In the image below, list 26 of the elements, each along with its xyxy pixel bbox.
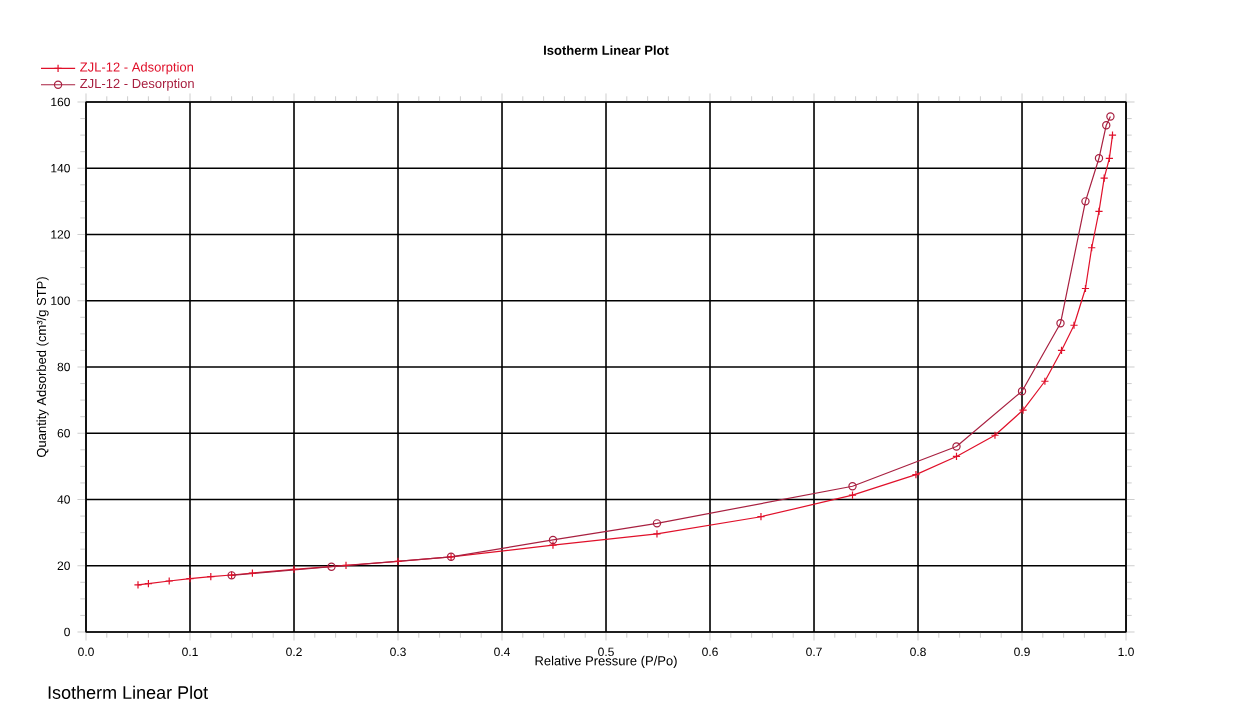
point — [548, 535, 558, 545]
point — [652, 529, 662, 539]
point — [1094, 207, 1104, 216]
point — [393, 557, 403, 566]
point — [1094, 154, 1104, 163]
point — [952, 442, 961, 451]
point — [165, 576, 174, 586]
point — [990, 431, 1000, 440]
point — [1040, 377, 1050, 386]
point — [327, 562, 336, 571]
point — [185, 574, 195, 583]
point — [1081, 197, 1090, 206]
point — [911, 470, 921, 479]
point — [341, 561, 351, 570]
point — [1069, 321, 1079, 330]
point — [289, 565, 299, 574]
point — [548, 541, 558, 550]
point — [1018, 405, 1028, 415]
point — [1102, 120, 1111, 130]
point — [756, 512, 766, 521]
point — [1017, 386, 1027, 396]
point — [248, 568, 257, 578]
text: Isotherm Linear Plot — [48, 685, 208, 699]
point — [652, 519, 662, 528]
point — [1056, 319, 1065, 328]
point — [848, 482, 857, 491]
